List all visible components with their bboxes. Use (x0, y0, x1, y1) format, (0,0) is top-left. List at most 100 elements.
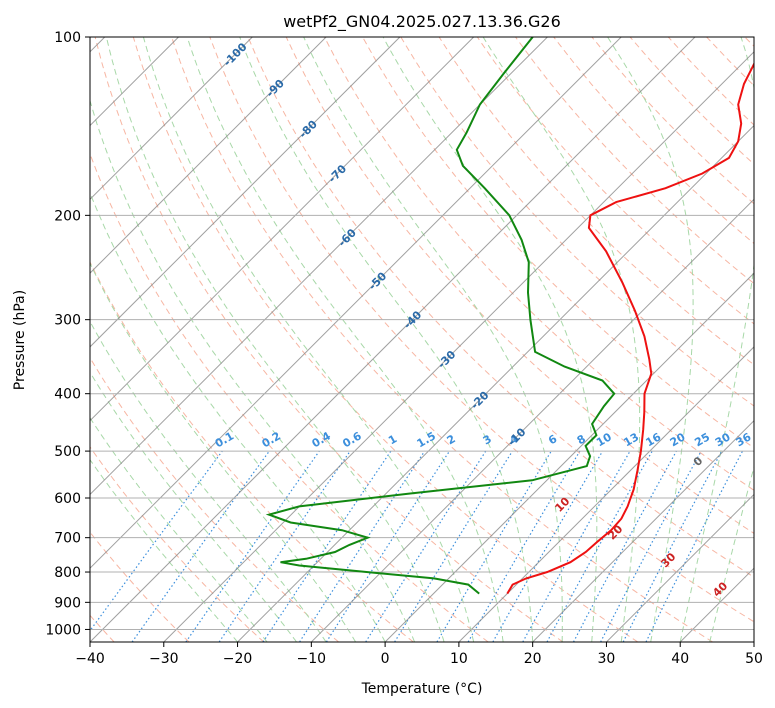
mixing-ratio-label: 30 (713, 430, 733, 449)
mixing-ratio-label: 6 (546, 432, 559, 447)
mixing-ratio-label: 1.5 (415, 429, 438, 450)
isotherm-line (237, 124, 754, 642)
dry-adiabat-line (744, 37, 754, 47)
isotherm-line (384, 272, 754, 642)
mixing-ratio-line (90, 450, 223, 632)
isotherm-line (458, 346, 754, 642)
moist-adiabat-label: -50 (366, 269, 389, 292)
mixing-ratio-lines (90, 450, 744, 642)
mixing-ratio-line (185, 450, 320, 642)
dry-adiabat-line (476, 37, 754, 325)
y-tick-label: 1000 (45, 622, 81, 638)
isotherm-line (310, 198, 754, 642)
isotherm-line (753, 641, 754, 642)
dry-adiabat-line (629, 37, 754, 165)
isopleth-label: 0 (691, 454, 706, 469)
moist-adiabat-line (90, 371, 297, 642)
y-tick-label: 100 (54, 30, 81, 46)
moist-adiabat-line (709, 465, 754, 642)
x-tick-label: −30 (149, 651, 179, 667)
y-axis-label: Pressure (hPa) (12, 290, 28, 390)
moist-adiabat-line (382, 37, 598, 642)
mixing-ratio-label: 1 (386, 432, 399, 447)
x-tick-label: 20 (524, 651, 542, 667)
x-axis-label: Temperature (°C) (361, 681, 483, 697)
mixing-ratio-line (365, 450, 487, 642)
dry-adiabat-line (285, 37, 754, 535)
mixing-ratio-line (262, 450, 392, 642)
x-axis: −40 −30 −20 −10 0 10 20 30 40 50 (75, 642, 763, 667)
dry-adiabat-line (132, 37, 639, 642)
chart-title: wetPf2_GN04.2025.027.13.36.G26 (283, 12, 561, 32)
dry-adiabat-line (90, 260, 414, 642)
x-tick-label: 30 (598, 651, 616, 667)
y-tick-label: 900 (54, 595, 81, 611)
mixing-ratio-line (467, 450, 581, 642)
moist-adiabat-line (679, 37, 754, 642)
mixing-ratio-label: 25 (692, 430, 712, 449)
mixing-ratio-label: 2 (445, 432, 458, 447)
x-tick-label: −10 (297, 651, 327, 667)
dry-adiabat-line (323, 37, 754, 491)
moist-adiabat-label: -80 (297, 118, 320, 141)
moist-adiabat-line (90, 416, 268, 642)
dry-adiabat-line (209, 37, 754, 623)
isotherm-line (679, 567, 754, 642)
x-tick-label: 10 (450, 651, 468, 667)
dry-adiabat-line (515, 37, 754, 285)
mixing-ratio-line (218, 450, 351, 642)
mixing-ratio-line (600, 450, 702, 642)
moist-adiabat-line (90, 458, 238, 642)
plot-area: 0.1 0.2 0.4 0.6 1 1.5 2 3 4 6 8 10 13 16 20 25 30 36-100-… (90, 37, 754, 642)
mixing-ratio-label: 0.4 (310, 429, 334, 450)
mixing-ratio-line (522, 450, 631, 642)
dry-adiabat-line (90, 356, 339, 642)
x-tick-label: 0 (381, 651, 390, 667)
isotherm-line (90, 37, 548, 496)
moist-adiabat-line (105, 37, 445, 642)
dry-adiabat-line (90, 446, 265, 642)
dry-adiabat-line (247, 37, 754, 578)
dry-adiabat-line (94, 37, 564, 642)
dry-adiabat-line (667, 37, 754, 126)
dry-adiabat-line (90, 531, 190, 642)
isotherm-line (606, 493, 754, 642)
mixing-ratio-line (572, 450, 677, 642)
dry-adiabat-line (438, 37, 754, 366)
moist-adiabat-label: -20 (468, 389, 491, 412)
moist-adiabat-line (303, 37, 563, 642)
y-tick-label: 400 (54, 387, 81, 403)
temperature-trace (506, 61, 754, 595)
y-tick-label: 300 (54, 313, 81, 329)
mixing-ratio-label: 10 (594, 430, 614, 449)
mixing-ratio-label: 0.6 (340, 429, 364, 450)
mixing-ratio-label: 13 (621, 430, 641, 449)
isotherm-line (90, 37, 327, 274)
moist-adiabat-line (90, 191, 386, 642)
pressure-gridlines (90, 37, 754, 630)
moist-adiabat-line (90, 320, 327, 642)
isotherm-line (90, 37, 696, 642)
dewpoint-trace (265, 37, 616, 595)
isopleth-label: 40 (710, 579, 730, 599)
mixing-ratio-label: 0.2 (260, 429, 283, 450)
x-tick-label: −20 (223, 651, 253, 667)
moist-adiabat-line (482, 37, 641, 642)
moist-adiabat-line (90, 262, 357, 642)
mixing-ratio-line (325, 450, 450, 642)
mixing-ratio-line (299, 450, 426, 642)
y-tick-label: 800 (54, 565, 81, 581)
moist-adiabat-line (239, 37, 534, 642)
moist-adiabats (90, 37, 754, 642)
isopleth-label: 30 (658, 550, 678, 570)
y-tick-label: 600 (54, 491, 81, 507)
dry-adiabat-line (591, 37, 754, 205)
mixing-ratio-line (546, 450, 653, 642)
moist-adiabat-line (186, 37, 504, 642)
mixing-ratio-line (131, 450, 270, 642)
mixing-ratio-label: 3 (481, 432, 494, 447)
y-axis: 100 200 300 400 500 600 700 800 900 1000 (45, 30, 90, 638)
x-tick-label: 40 (671, 651, 689, 667)
dry-adiabats (90, 37, 754, 642)
